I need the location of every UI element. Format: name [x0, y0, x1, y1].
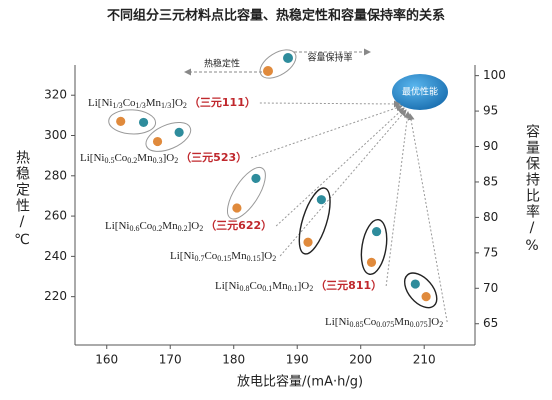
y-tick-label: 240: [44, 249, 67, 263]
material-formula: Li[Ni0.8Co0.1Mn0.1]O2: [215, 280, 313, 293]
pointer-arrow: [275, 107, 405, 227]
y2-axis-label: 容量保持比率/%: [524, 123, 540, 256]
y-tick-label: 260: [44, 209, 67, 223]
pair-ellipse: [360, 218, 388, 276]
legend-marker: [263, 66, 273, 76]
material-formula: Li[Ni0.6Co0.2Mn0.2]O2: [105, 220, 203, 233]
y2-tick-label: 100: [483, 68, 506, 82]
legend-ellipse: [259, 49, 297, 79]
y2-tick-label: 80: [483, 210, 498, 224]
point: [409, 278, 421, 290]
material-formula: Li[Ni0.7Co0.15Mn0.15]O2: [170, 250, 276, 263]
y-axis-label: 热稳定性/℃: [14, 150, 30, 250]
pair-ellipse: [403, 272, 438, 309]
y2-tick-label: 90: [483, 139, 498, 153]
target-label: 最优性能: [402, 86, 438, 98]
pair-ellipse: [108, 109, 157, 135]
chart-title: 不同组分三元材料点比容量、热稳定性和容量保持率的关系: [107, 8, 445, 24]
target-ellipse: [392, 74, 448, 110]
x-tick-label: 180: [222, 353, 245, 367]
material-tag: （三元523）: [180, 151, 247, 164]
x-tick-label: 210: [413, 353, 436, 367]
y-tick-label: 280: [44, 168, 67, 182]
y2-tick-label: 85: [483, 174, 498, 188]
y2-tick-label: 95: [483, 104, 498, 118]
point: [173, 126, 185, 138]
y2-tick-label: 65: [483, 316, 498, 330]
x-axis-label: 放电比容量/(mA·h/g): [237, 374, 363, 390]
material-formula: Li[Ni1/3Co1/3Mn1/3]O2: [88, 97, 187, 110]
y2-tick-label: 75: [483, 245, 498, 259]
material-tag: （三元111）: [189, 96, 256, 109]
x-tick-label: 190: [286, 353, 309, 367]
legend-label: 容量保持率: [307, 52, 352, 64]
y-tick-label: 320: [44, 88, 67, 102]
point: [138, 117, 149, 128]
point: [231, 202, 243, 214]
point: [366, 257, 377, 268]
point: [152, 136, 163, 147]
point: [302, 236, 314, 248]
pointer-arrow: [385, 111, 411, 287]
material-formula: Li[Ni0.85Co0.075Mn0.075]O2: [325, 316, 443, 329]
y-tick-label: 220: [44, 289, 67, 303]
material-tag: （三元811）: [315, 279, 382, 292]
pair-ellipse: [145, 122, 192, 152]
pair-ellipse: [298, 187, 331, 255]
point: [420, 291, 432, 303]
y-tick-label: 300: [44, 128, 67, 142]
x-tick-label: 160: [95, 353, 118, 367]
pointer-arrow: [259, 100, 401, 108]
pair-ellipse: [226, 166, 266, 220]
pointer-arrow: [407, 113, 448, 323]
material-formula: Li[Ni0.5Co0.2Mn0.3]O2: [80, 152, 178, 165]
point: [315, 194, 327, 206]
material-tag: （三元622）: [205, 219, 272, 232]
pointer-arrow: [279, 109, 407, 257]
point: [250, 173, 262, 184]
y2-tick-label: 70: [483, 281, 498, 295]
legend-marker: [283, 53, 293, 63]
point: [115, 116, 127, 127]
x-tick-label: 170: [159, 353, 182, 367]
x-tick-label: 200: [349, 353, 372, 367]
pointer-arrow: [250, 104, 403, 159]
point: [371, 226, 382, 237]
legend-label: 热稳定性: [204, 58, 240, 70]
